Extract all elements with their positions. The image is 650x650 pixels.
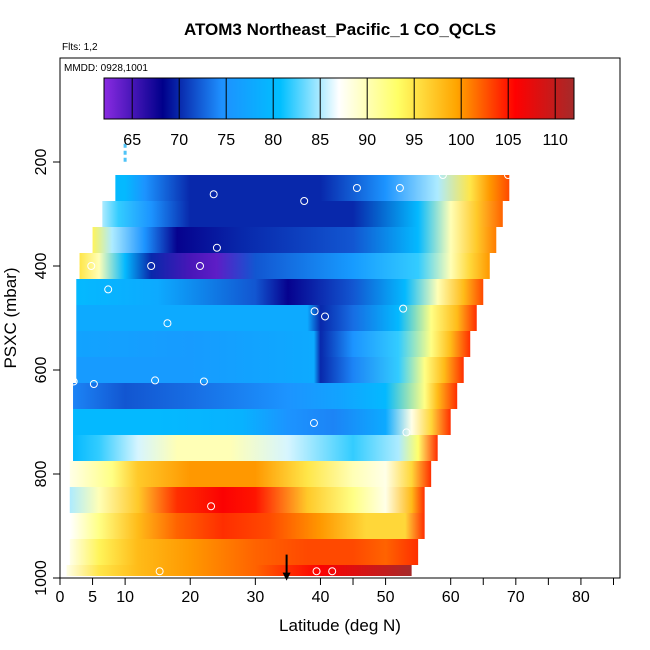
colorbar-tick-label: 95 — [405, 132, 423, 149]
x-axis-label: Latitude (deg N) — [279, 616, 401, 635]
axes: 0 5 10 20 30 40 50 60 70 80 200 400 600 800 1000 — [33, 57, 621, 606]
colorbar-tick-label: 85 — [311, 132, 329, 149]
observation-point — [69, 377, 78, 386]
heatmap-row — [69, 513, 425, 539]
observation-point — [321, 312, 330, 321]
observation-point — [104, 285, 113, 294]
x-tick-label: 60 — [442, 589, 460, 606]
observation-point — [163, 319, 172, 328]
x-tick-label: 40 — [312, 589, 330, 606]
colorbar-tick-label: 70 — [170, 132, 188, 149]
colorbar-tick-label: 90 — [358, 132, 376, 149]
plot-area — [66, 143, 512, 585]
observation-point — [399, 304, 408, 313]
heatmap-row — [76, 279, 484, 305]
heatmap-row — [69, 487, 425, 513]
observation-point — [209, 190, 218, 199]
heatmap-row — [66, 565, 412, 576]
flights-annotation: Flts: 1,2 — [62, 42, 98, 53]
x-tick-label: 30 — [246, 589, 264, 606]
y-tick-label: 200 — [33, 149, 50, 176]
observation-point — [87, 262, 96, 270]
observation-point — [207, 502, 216, 511]
x-tick-label: 10 — [116, 589, 134, 606]
observation-point — [300, 197, 309, 205]
plot-frame — [59, 57, 621, 579]
observation-point — [310, 307, 319, 316]
heatmap-row — [76, 357, 464, 383]
heatmap-row — [76, 331, 471, 357]
observation-point — [196, 262, 204, 270]
x-tick-label: 50 — [377, 589, 395, 606]
observation-point — [89, 380, 98, 389]
colorbar-tick-label: 75 — [217, 132, 235, 149]
observation-point — [402, 428, 411, 437]
observation-point — [328, 567, 337, 576]
colorbar-tick-label: 80 — [264, 132, 282, 149]
observation-point — [438, 171, 447, 179]
heatmap-row — [73, 383, 458, 409]
colorbar-tick-label: 105 — [495, 132, 522, 149]
arrow-head — [282, 572, 291, 581]
heatmap-row — [115, 175, 510, 201]
x-tick-label: 5 — [88, 589, 97, 606]
y-tick-label: 800 — [33, 461, 50, 488]
observation-point — [367, 576, 376, 585]
observation-point — [71, 262, 80, 270]
x-tick-label: 70 — [507, 589, 525, 606]
observation-point — [212, 243, 221, 252]
y-axis-label: PSXC (mbar) — [1, 267, 20, 368]
y-tick-label: 1000 — [33, 560, 50, 596]
colorbar-tick-label: 110 — [542, 132, 568, 149]
observation-point — [151, 376, 160, 385]
y-tick-label: 400 — [33, 253, 50, 280]
y-tick-label: 600 — [33, 357, 50, 384]
observation-point — [352, 184, 361, 192]
colorbar-fill — [103, 77, 575, 120]
colorbar-tick-label: 65 — [123, 132, 141, 149]
x-tick-label: 80 — [572, 589, 590, 606]
heatmap-row — [69, 539, 419, 565]
colorbar-tick-label: 100 — [448, 132, 475, 149]
heatmap-row — [102, 201, 503, 227]
chart-title: ATOM3 Northeast_Pacific_1 CO_QCLS — [184, 20, 496, 39]
observation-point — [147, 262, 156, 270]
heatmap-row — [73, 409, 451, 435]
heatmap-row — [76, 305, 477, 331]
observation-point — [199, 377, 208, 386]
observation-point — [155, 567, 164, 576]
observation-point — [309, 419, 318, 428]
x-tick-label: 0 — [56, 589, 65, 606]
observation-point — [312, 567, 321, 576]
observation-point — [395, 184, 404, 192]
heatmap-row — [73, 435, 438, 461]
x-tick-label: 20 — [181, 589, 199, 606]
observation-point — [504, 171, 512, 179]
heatmap-row — [92, 227, 497, 253]
heatmap-row — [79, 253, 490, 279]
colorbar: 65 70 75 80 85 90 95 100 105 110 — [103, 77, 575, 149]
date-annotation: MMDD: 0928,1001 — [64, 63, 148, 74]
heatmap-row — [69, 461, 432, 487]
